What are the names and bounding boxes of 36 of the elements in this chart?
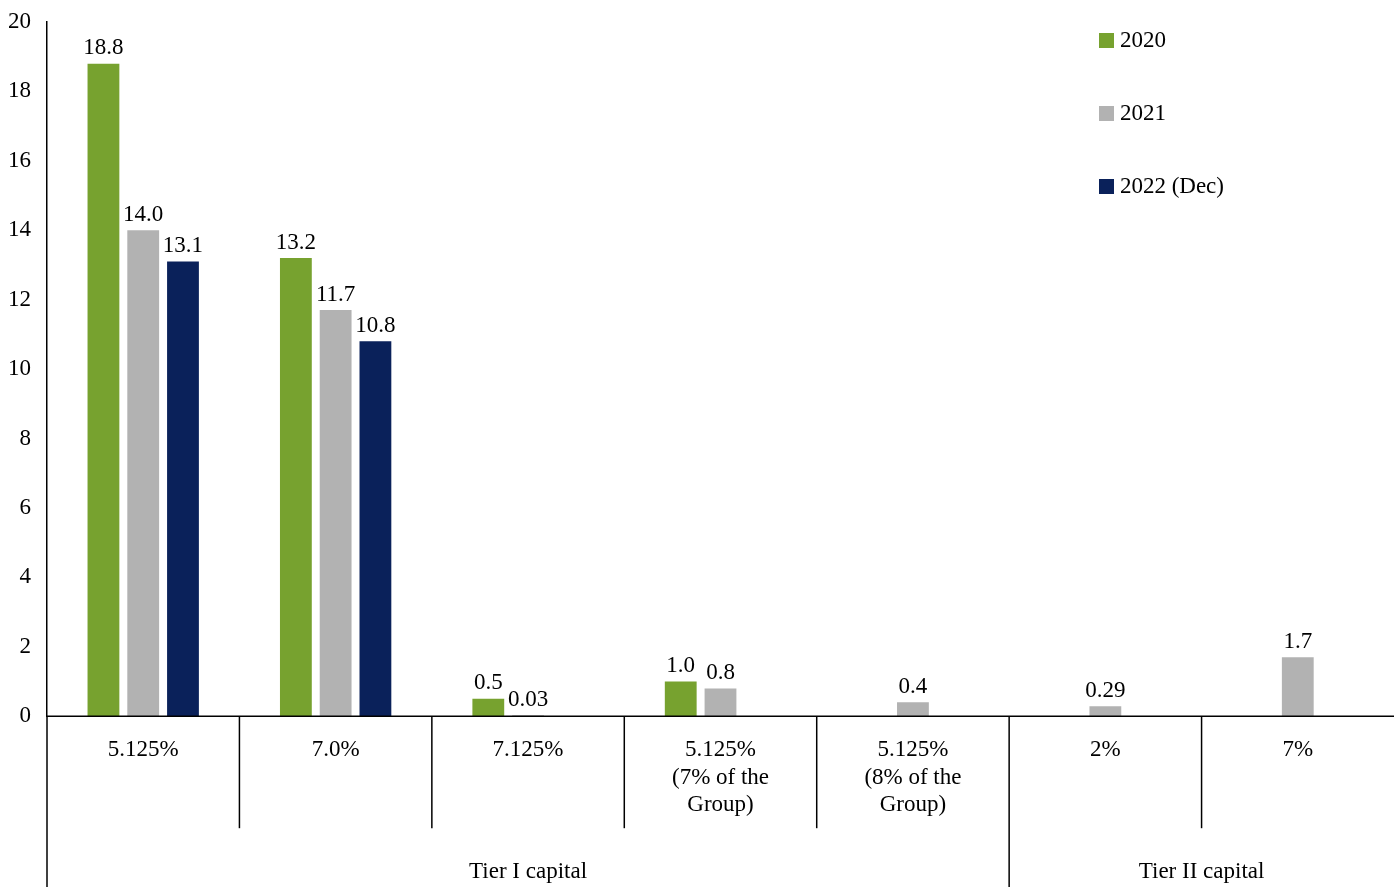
data-label: 1.0 xyxy=(666,652,696,678)
data-label: 1.7 xyxy=(1283,627,1313,653)
x-tick-label: 5.125% (8% of the Group) xyxy=(864,736,962,817)
x-tick-label: 7% xyxy=(1282,736,1314,762)
data-label: 18.8 xyxy=(83,34,124,60)
text: Tier II capital xyxy=(1138,858,1265,884)
data-label: 10.8 xyxy=(355,311,396,337)
data-label: 0.8 xyxy=(706,658,735,684)
data-label: 0.4 xyxy=(898,672,928,698)
data-label: 0.5 xyxy=(473,669,503,695)
data-label: 13.2 xyxy=(275,228,316,254)
y-tick-label: 18 xyxy=(8,77,31,103)
x-tick-label: 2% xyxy=(1090,736,1121,762)
y-tick-label: 12 xyxy=(8,285,31,311)
y-tick-label: 16 xyxy=(8,146,31,172)
y-tick-label: 8 xyxy=(19,424,31,450)
y-tick-label: 10 xyxy=(8,355,31,381)
data-label: 0.03 xyxy=(507,685,549,711)
data-label: 0.29 xyxy=(1085,676,1126,702)
x-tick-label: 7.125% xyxy=(492,736,564,762)
y-tick-label: 14 xyxy=(8,216,32,242)
data-label: 13.1 xyxy=(162,232,204,258)
x-tick-label: 5.125% (7% of the Group) xyxy=(671,736,770,817)
x-tick-label: 5.125% xyxy=(107,736,179,762)
data-label: 11.7 xyxy=(315,280,356,306)
legend-label: 2021 xyxy=(1119,100,1166,126)
y-tick-label: 0 xyxy=(19,702,31,728)
y-tick-label: 20 xyxy=(8,8,31,34)
text: Tier I capital xyxy=(469,858,588,884)
y-tick-label: 6 xyxy=(19,493,31,519)
legend-label: 2020 xyxy=(1119,27,1166,53)
data-label: 14.0 xyxy=(123,200,164,226)
legend-label: 2022 (Dec) xyxy=(1119,173,1224,199)
x-tick-label: 7.0% xyxy=(311,736,360,762)
y-tick-label: 2 xyxy=(19,632,31,658)
y-tick-label: 4 xyxy=(19,563,32,589)
